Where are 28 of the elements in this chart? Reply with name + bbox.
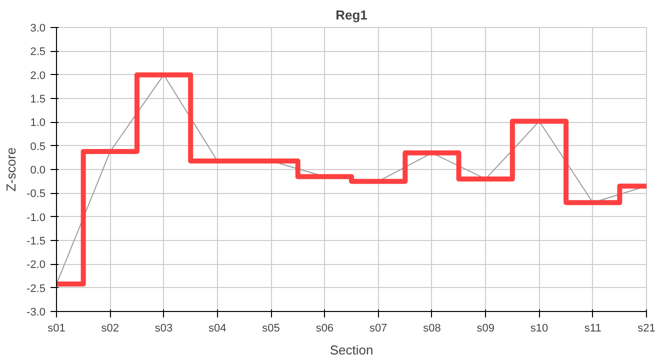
x-tick-label: s11	[584, 322, 602, 334]
y-tick-label: -1.5	[26, 236, 46, 248]
x-tick-label: s01	[48, 322, 66, 334]
y-tick-label: 0.0	[30, 164, 46, 176]
y-tick-label: -3.0	[26, 306, 46, 318]
x-tick-label: s06	[316, 322, 334, 334]
y-tick-label: -0.5	[26, 188, 46, 200]
x-tick-label: s21	[638, 322, 656, 334]
x-tick-label: s04	[208, 322, 226, 334]
x-tick-label: s05	[262, 322, 280, 334]
y-tick-label: 0.5	[30, 140, 46, 153]
x-tick-label: s03	[154, 322, 173, 334]
y-tick-label: 2.0	[30, 70, 46, 82]
y-tick-label: -1.0	[26, 212, 46, 224]
y-tick-label: -2.0	[26, 259, 46, 272]
y-axis-title: Z-score	[4, 147, 19, 192]
x-tick-label: s07	[369, 322, 388, 334]
x-tick-label: s10	[530, 322, 548, 334]
y-tick-label: 2.5	[30, 46, 46, 58]
y-tick-label: 1.5	[30, 94, 46, 106]
x-tick-label: s09	[476, 322, 494, 334]
chart-title: Reg1	[336, 8, 368, 22]
y-tick-label: 1.0	[30, 117, 46, 130]
x-tick-label: s02	[101, 322, 120, 334]
y-tick-label: -2.5	[26, 282, 46, 295]
x-tick-label: s08	[423, 322, 441, 334]
x-axis-title: Section	[330, 342, 374, 358]
y-tick-label: 3.0	[30, 22, 46, 34]
